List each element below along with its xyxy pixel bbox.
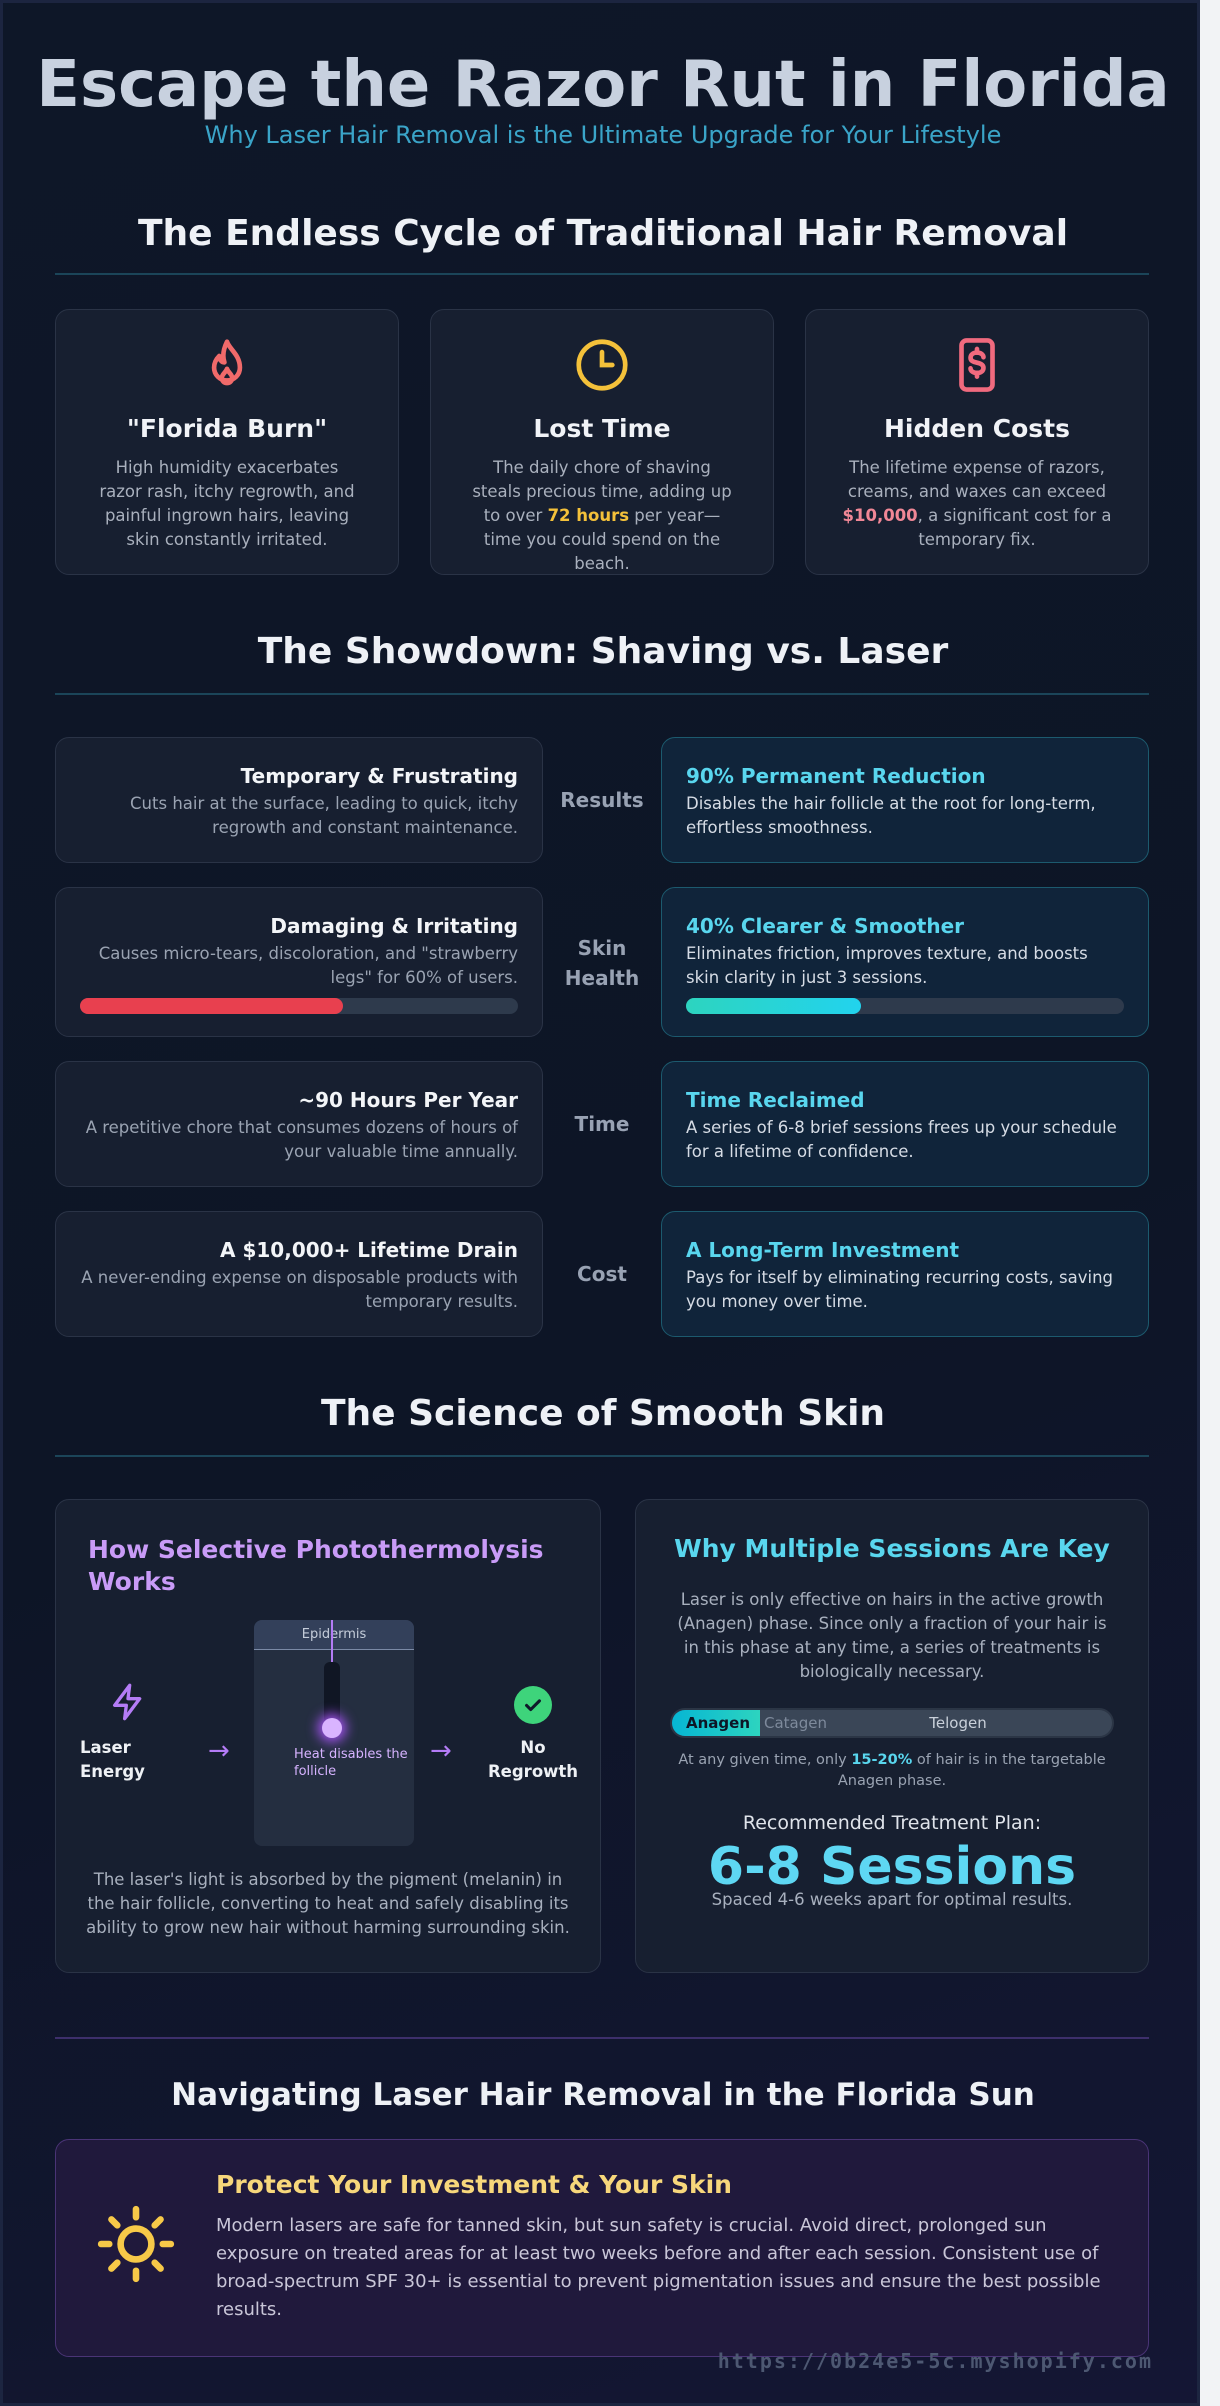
section-divider [55,2037,1149,2039]
heat-point [322,1718,342,1738]
sun-safety-text: Modern lasers are safe for tanned skin, … [216,2215,1101,2320]
hair-phase-bar: Anagen Catagen Telogen [670,1708,1114,1738]
section-title-florida: Navigating Laser Hair Removal in the Flo… [171,2077,1035,2113]
shaving-card-cost: A $10,000+ Lifetime Drain A never-ending… [55,1211,543,1337]
sun-icon [92,2200,180,2292]
row-label-skin-health: Skin Health [564,936,640,990]
laser-text: Pays for itself by eliminating recurring… [686,1268,1114,1311]
laser-card-time: Time Reclaimed A series of 6-8 brief ses… [661,1061,1149,1187]
section-title-problems: The Endless Cycle of Traditional Hair Re… [137,213,1069,254]
shaving-irritation-bar [80,998,518,1014]
problem-card-hidden-costs: Hidden Costs The lifetime expense of raz… [805,309,1149,575]
laser-text: Disables the hair follicle at the root f… [686,794,1096,837]
epidermis-layer: Epidermis [254,1620,414,1650]
clock-icon [431,334,773,396]
flame-icon [56,334,398,396]
laser-card-results: 90% Permanent Reduction Disables the hai… [661,737,1149,863]
sun-safety-card: Protect Your Investment & Your Skin Mode… [55,2139,1149,2357]
page-subtitle: Why Laser Hair Removal is the Ultimate U… [204,121,1002,149]
arrow-right-icon: → [208,1736,230,1766]
laser-card-skin-health: 40% Clearer & Smoother Eliminates fricti… [661,887,1149,1037]
problem-card-text: The lifetime expense of razors, creams, … [842,458,1112,549]
shaving-card-time: ~90 Hours Per Year A repetitive chore th… [55,1061,543,1187]
shaving-title: Damaging & Irritating [270,914,518,938]
section-divider [55,1455,1149,1457]
shaving-card-results: Temporary & Frustrating Cuts hair at the… [55,737,543,863]
section-title-showdown: The Showdown: Shaving vs. Laser [257,631,949,672]
problem-card-title: Hidden Costs [884,414,1070,443]
laser-title: A Long-Term Investment [686,1238,960,1262]
footer-url: https://0b24e5-5c.myshopify.com [717,2349,1153,2373]
arrow-right-icon: → [430,1736,452,1766]
hair-follicle [324,1662,340,1724]
plan-value: 6-8 Sessions [707,1837,1077,1897]
sessions-description: Laser is only effective on hairs in the … [677,1590,1107,1681]
row-label-time: Time [574,1112,630,1136]
row-label-cost: Cost [577,1262,627,1286]
photothermolysis-title: How Selective Photothermolysis Works [88,1535,544,1596]
problem-card-lost-time: Lost Time The daily chore of shaving ste… [430,309,774,575]
problem-card-title: "Florida Burn" [126,414,328,443]
sessions-title: Why Multiple Sessions Are Key [674,1534,1110,1563]
plan-subtext: Spaced 4-6 weeks apart for optimal resul… [711,1890,1073,1909]
highlight-cost: $10,000 [842,506,918,525]
shaving-text: A never-ending expense on disposable pro… [81,1268,518,1311]
sessions-card: Why Multiple Sessions Are Key Laser is o… [635,1499,1149,1973]
no-regrowth-label: No Regrowth [487,1738,579,1781]
plan-label: Recommended Treatment Plan: [742,1812,1042,1834]
checkmark-icon [514,1686,552,1724]
shaving-text: A repetitive chore that consumes dozens … [85,1118,518,1161]
highlight-hours: 72 hours [547,506,630,525]
laser-text: Eliminates friction, improves texture, a… [686,944,1088,987]
laser-title: 90% Permanent Reduction [686,764,986,788]
phase-telogen: Telogen [929,1714,987,1732]
problem-card-title: Lost Time [533,414,671,443]
laser-card-cost: A Long-Term Investment Pays for itself b… [661,1211,1149,1337]
problem-card-florida-burn: "Florida Burn" High humidity exacerbates… [55,309,399,575]
shaving-card-skin-health: Damaging & Irritating Causes micro-tears… [55,887,543,1037]
shaving-title: ~90 Hours Per Year [298,1088,518,1112]
shaving-title: A $10,000+ Lifetime Drain [220,1238,518,1262]
page-title: Escape the Razor Rut in Florida [36,48,1170,122]
lightning-icon [108,1682,148,1726]
shaving-irritation-bar-fill [80,998,343,1014]
laser-title: 40% Clearer & Smoother [686,914,965,938]
shaving-text: Causes micro-tears, discoloration, and "… [98,944,518,987]
laser-text: A series of 6-8 brief sessions frees up … [686,1118,1117,1161]
heat-label: Heat disables the follicle [294,1747,408,1779]
photothermolysis-card: How Selective Photothermolysis Works Las… [55,1499,601,1973]
phase-anagen: Anagen [672,1710,760,1736]
shaving-title: Temporary & Frustrating [240,764,518,788]
phase-catagen: Catagen [764,1714,827,1732]
problem-card-text: High humidity exacerbates razor rash, it… [99,458,355,549]
anagen-percentage: 15-20% [851,1752,913,1768]
shaving-text: Cuts hair at the surface, leading to qui… [130,794,518,837]
section-title-science: The Science of Smooth Skin [320,1393,886,1434]
problem-card-text: The daily chore of shaving steals precio… [472,458,732,573]
laser-energy-label: Laser Energy [80,1738,145,1781]
section-divider [55,273,1149,275]
photothermolysis-description: The laser's light is absorbed by the pig… [86,1870,570,1937]
laser-clarity-bar [686,998,1124,1014]
skin-diagram: Epidermis Heat disables the follicle [254,1620,414,1846]
dollar-icon [806,334,1148,396]
laser-clarity-bar-fill [686,998,862,1014]
laser-title: Time Reclaimed [686,1088,865,1112]
row-label-results: Results [560,788,644,812]
section-divider [55,693,1149,695]
phase-note: At any given time, only 15-20% of hair i… [678,1752,1106,1789]
sun-safety-title: Protect Your Investment & Your Skin [216,2170,732,2199]
